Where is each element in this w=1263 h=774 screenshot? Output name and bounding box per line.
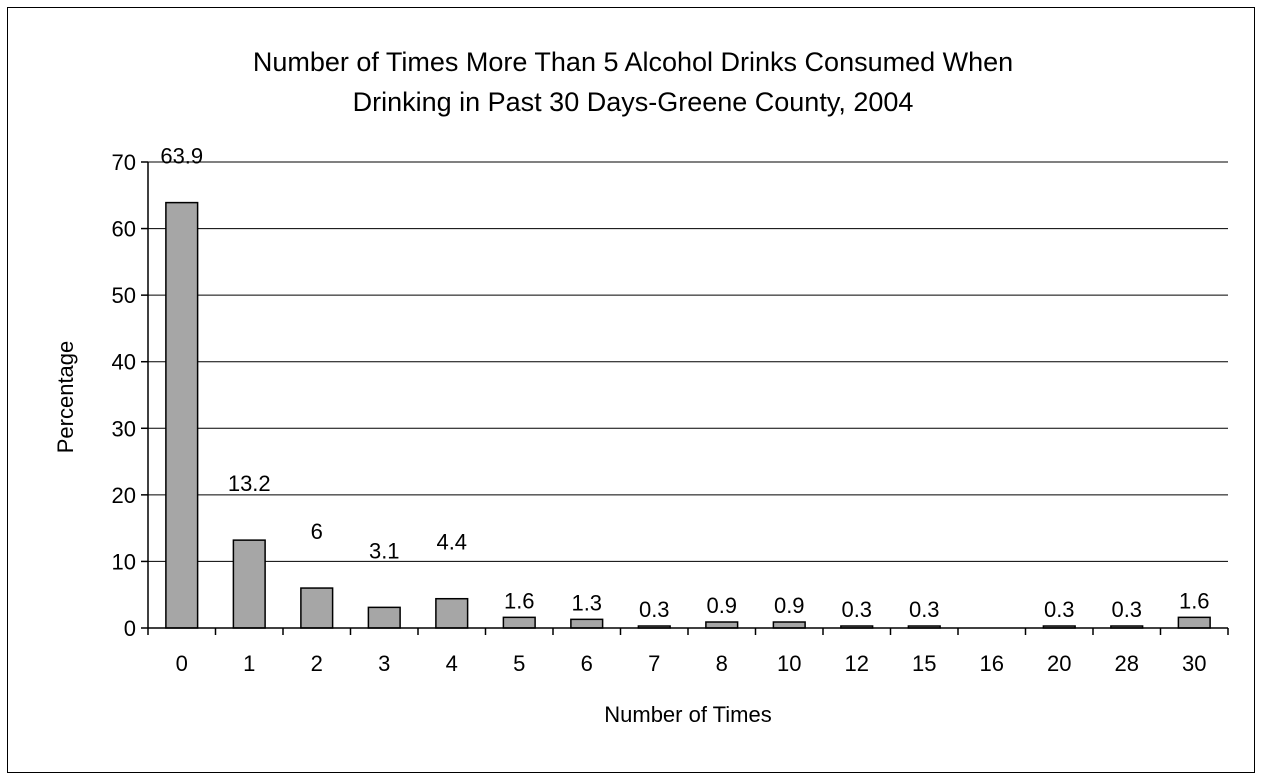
y-tick-label: 40 — [112, 350, 136, 375]
x-tick-label: 20 — [1047, 651, 1071, 676]
chart-frame — [7, 7, 1255, 773]
x-tick-label: 6 — [581, 651, 593, 676]
y-tick-label: 20 — [112, 483, 136, 508]
bar — [705, 621, 739, 629]
chart-title-line-1: Number of Times More Than 5 Alcohol Drin… — [253, 47, 1013, 77]
data-label: 3.1 — [369, 538, 400, 563]
bar — [300, 587, 334, 629]
x-tick-label: 16 — [980, 651, 1004, 676]
x-tick-label: 15 — [912, 651, 936, 676]
x-tick-label: 4 — [446, 651, 458, 676]
bar — [570, 618, 604, 629]
data-label: 63.9 — [160, 144, 203, 169]
x-tick-label: 5 — [513, 651, 525, 676]
x-tick-label: 12 — [845, 651, 869, 676]
y-tick-label: 70 — [112, 150, 136, 175]
data-labels: 63.9 13.2 6 3.1 4.4 1.6 1.3 0.3 0.9 0.9 0.3 0.3 0.3 0… — [160, 144, 1209, 622]
x-tick-label: 2 — [311, 651, 323, 676]
bar — [772, 621, 806, 629]
data-label: 0.3 — [1044, 597, 1075, 622]
bar — [1177, 616, 1211, 629]
data-label: 0.3 — [1111, 597, 1142, 622]
data-label: 0.3 — [909, 597, 940, 622]
bar — [367, 606, 401, 629]
x-axis-ticks: 0 1 2 3 4 5 6 7 8 10 12 15 16 20 28 30 — [147, 628, 1229, 676]
bar — [232, 539, 266, 629]
x-axis-label: Number of Times — [604, 702, 772, 727]
x-tick-label: 1 — [243, 651, 255, 676]
data-label: 0.3 — [639, 597, 670, 622]
x-tick-label: 30 — [1182, 651, 1206, 676]
data-label: 1.6 — [504, 588, 535, 613]
data-label: 0.3 — [841, 597, 872, 622]
bar — [165, 201, 199, 629]
data-label: 0.9 — [706, 593, 737, 618]
y-tick-label: 10 — [112, 549, 136, 574]
bar — [435, 597, 469, 629]
data-label: 1.6 — [1179, 588, 1210, 613]
x-tick-label: 3 — [378, 651, 390, 676]
y-axis-label: Percentage — [53, 341, 78, 454]
data-label: 4.4 — [436, 530, 467, 555]
data-label: 0.9 — [774, 593, 805, 618]
x-tick-label: 10 — [777, 651, 801, 676]
bars — [165, 201, 1211, 629]
y-tick-label: 0 — [124, 616, 136, 641]
y-tick-label: 60 — [112, 217, 136, 242]
y-axis-ticks: 0 10 20 30 40 50 60 70 — [112, 150, 148, 641]
y-tick-label: 30 — [112, 416, 136, 441]
y-tick-label: 50 — [112, 283, 136, 308]
data-label: 6 — [311, 519, 323, 544]
x-tick-label: 8 — [716, 651, 728, 676]
x-tick-label: 0 — [176, 651, 188, 676]
data-label: 13.2 — [228, 471, 271, 496]
x-tick-label: 7 — [648, 651, 660, 676]
x-tick-label: 28 — [1115, 651, 1139, 676]
bar — [502, 616, 536, 629]
gridlines — [148, 161, 1228, 562]
chart-title-line-2: Drinking in Past 30 Days-Greene County, … — [353, 87, 914, 117]
data-label: 1.3 — [571, 590, 602, 615]
